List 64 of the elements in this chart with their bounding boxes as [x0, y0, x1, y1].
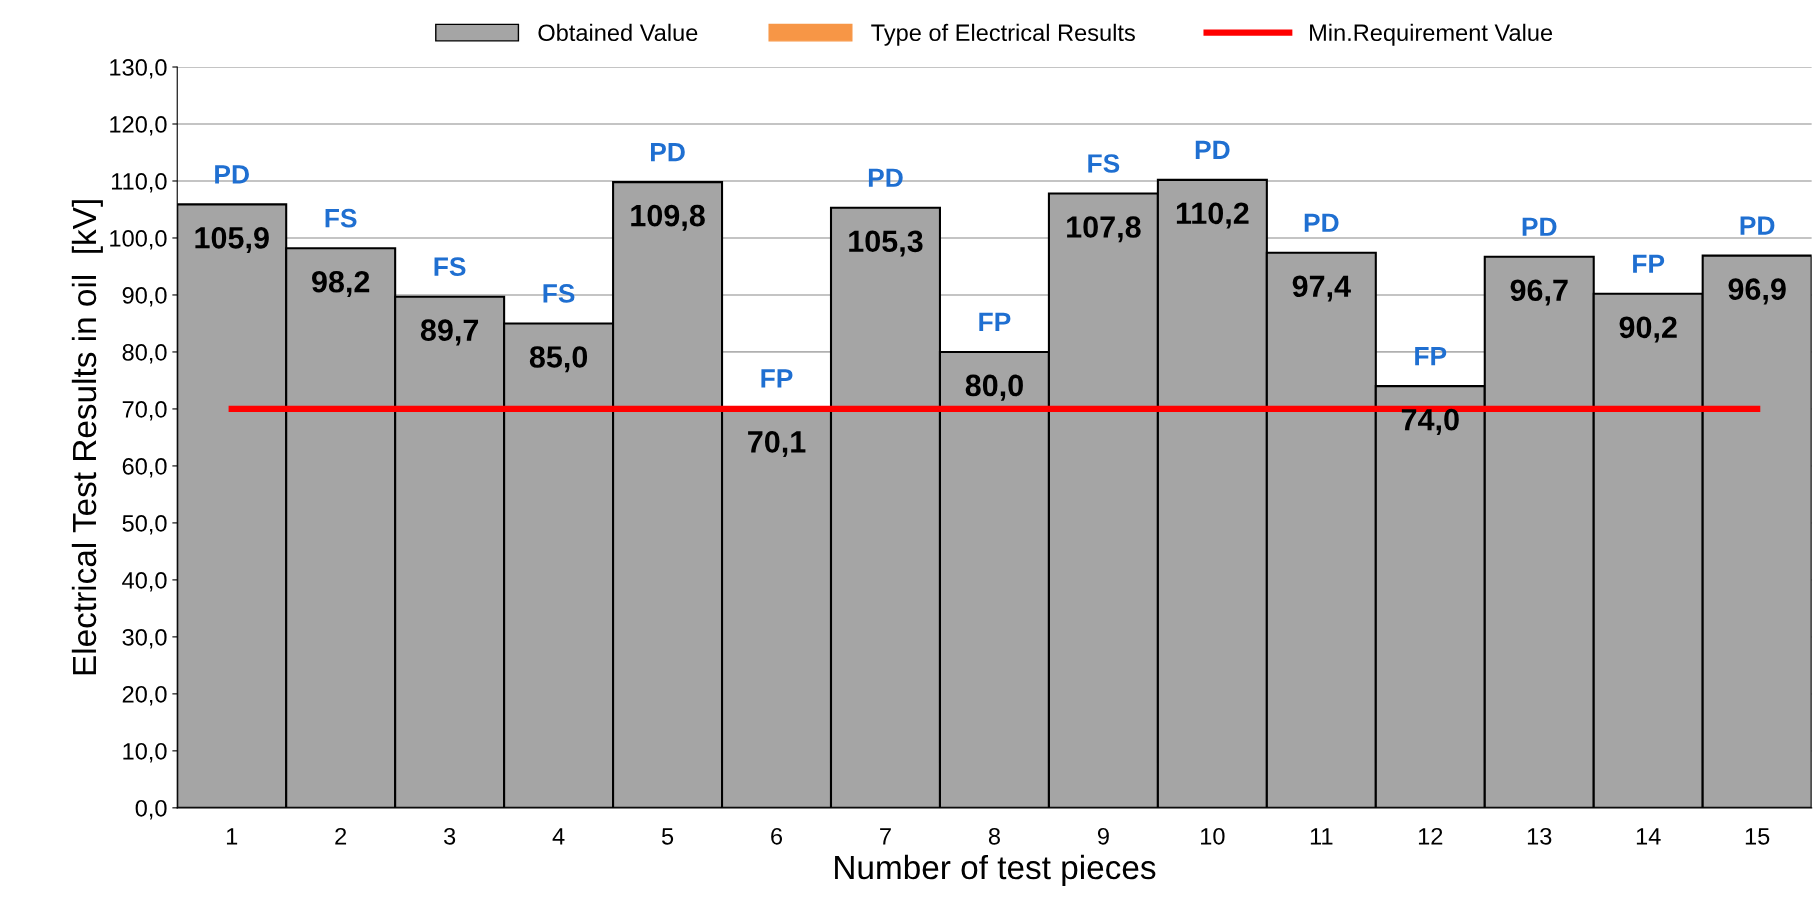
- data-label: 85,0: [529, 346, 588, 373]
- data-label: PD: [1522, 217, 1557, 236]
- y-tick-label: 90,0: [122, 287, 167, 307]
- x-tick-label: 3: [443, 827, 456, 845]
- data-label: 98,2: [312, 270, 370, 297]
- data-label: 74,0: [1401, 408, 1459, 435]
- data-label: FS: [325, 208, 357, 228]
- data-label: 96,9: [1728, 278, 1786, 305]
- y-tick-label: 130,0: [110, 59, 167, 79]
- data-label: 97,4: [1292, 275, 1351, 302]
- y-axis-title: Electrical Test Results in oil [kV]: [71, 200, 103, 675]
- data-label: PD: [651, 143, 685, 162]
- data-label: 109,8: [631, 204, 705, 231]
- legend-label: Obtained Value: [538, 23, 698, 42]
- x-tick-label: 6: [771, 827, 783, 845]
- x-tick-label: 12: [1418, 827, 1443, 845]
- data-label: 89,7: [420, 319, 479, 346]
- data-label: PD: [215, 165, 249, 184]
- x-tick-label: 13: [1527, 827, 1552, 845]
- data-label: FP: [761, 369, 793, 388]
- y-tick-label: 0,0: [135, 799, 167, 820]
- y-tick-label: 10,0: [123, 742, 167, 763]
- y-tick-label: 70,0: [122, 401, 167, 421]
- data-label: FS: [434, 257, 466, 276]
- legend-label: Min.Requirement Value: [1310, 23, 1553, 46]
- x-tick-label: 9: [1097, 827, 1109, 845]
- x-tick-label: 11: [1310, 828, 1333, 845]
- data-label: PD: [1304, 213, 1339, 232]
- x-tick-label: 8: [988, 827, 1000, 845]
- x-tick-label: 7: [880, 828, 891, 845]
- data-label: 110,2: [1176, 202, 1249, 229]
- x-tick-label: 15: [1745, 828, 1770, 845]
- y-tick-label: 80,0: [122, 344, 167, 364]
- y-tick-label: 100,0: [110, 230, 167, 250]
- data-label: PD: [1740, 216, 1775, 235]
- y-tick-label: 60,0: [122, 457, 167, 478]
- x-tick-label: 2: [335, 827, 347, 845]
- x-axis-title: Number of test pieces: [835, 854, 1156, 886]
- data-label: 90,2: [1619, 316, 1677, 343]
- data-label: FS: [543, 284, 575, 303]
- data-label: FS: [1088, 154, 1120, 173]
- x-tick-label: 5: [661, 828, 674, 845]
- data-label: FP: [1415, 347, 1447, 366]
- y-tick-label: 50,0: [122, 514, 167, 535]
- data-label: 107,8: [1067, 216, 1141, 243]
- data-label: FP: [979, 312, 1011, 331]
- data-label: 105,3: [849, 230, 923, 257]
- data-label: PD: [1195, 140, 1230, 159]
- x-tick-label: 14: [1636, 828, 1661, 845]
- data-label: 96,7: [1510, 279, 1568, 306]
- x-tick-label: 10: [1201, 827, 1225, 845]
- data-label: FP: [1633, 254, 1665, 273]
- y-tick-label: 20,0: [122, 685, 167, 706]
- y-tick-label: 110,0: [111, 173, 167, 193]
- data-label: 80,0: [965, 374, 1023, 401]
- x-tick-label: 4: [552, 828, 565, 845]
- data-label: 70,1: [748, 431, 806, 458]
- data-label: PD: [868, 168, 903, 187]
- y-tick-label: 120,0: [110, 116, 167, 136]
- y-tick-label: 30,0: [122, 628, 167, 649]
- legend-label: Type of Electrical Results: [871, 23, 1135, 46]
- y-tick-label: 40,0: [122, 571, 167, 592]
- data-label: 105,9: [195, 227, 269, 254]
- x-tick-label: 1: [226, 828, 238, 845]
